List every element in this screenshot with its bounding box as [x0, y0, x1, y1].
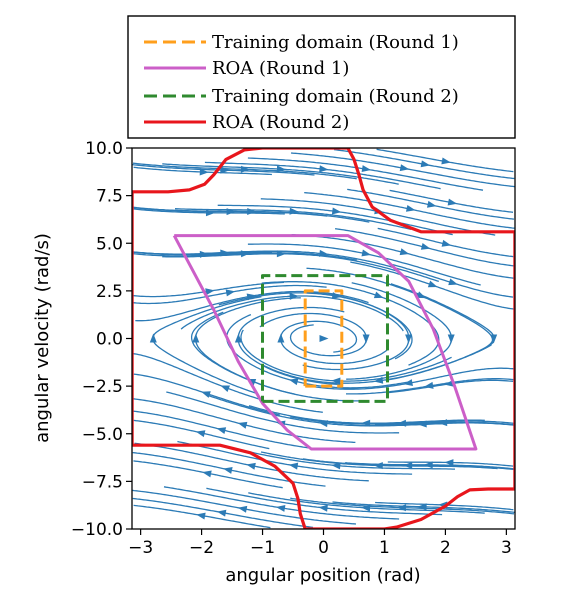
streamline-arrow	[247, 207, 257, 215]
streamline-arrow	[220, 385, 230, 392]
streamline-arrow	[448, 278, 458, 286]
streamline-arrow	[246, 462, 256, 470]
streamline	[162, 253, 399, 272]
streamline-arrow	[361, 165, 372, 173]
streamline-arrow	[319, 165, 329, 173]
legend-label-training-round2: Training domain (Round 2)	[212, 86, 459, 107]
x-tick-label: −2	[189, 538, 214, 558]
legend-label-roa-round2: ROA (Round 2)	[212, 112, 349, 133]
streamline-arrow	[205, 209, 215, 217]
x-tick-label: 1	[379, 538, 390, 558]
y-tick-label: −2.5	[82, 377, 123, 397]
streamline-arrow	[399, 164, 410, 172]
streamline-arrow	[234, 333, 242, 343]
streamline-arrow	[444, 459, 454, 467]
streamline-arrow	[423, 461, 433, 469]
y-tick-label: 0.0	[96, 330, 123, 350]
streamline-arrow	[403, 461, 413, 469]
y-tick-label: −5.0	[82, 425, 123, 445]
x-axis-label: angular position (rad)	[225, 565, 420, 586]
streamline-arrow	[276, 165, 286, 173]
streamline-arrow	[447, 334, 455, 344]
streamline-arrow	[288, 462, 299, 470]
streamline-arrow	[447, 198, 458, 206]
streamline-arrow	[149, 333, 157, 343]
series-3-line	[261, 274, 389, 403]
streamline	[280, 320, 388, 365]
streamline-arrow	[417, 503, 427, 511]
series-2-line	[172, 234, 478, 451]
x-tick-label: 2	[440, 538, 451, 558]
streamline-arrow	[237, 421, 248, 429]
streamline-arrow	[441, 157, 451, 165]
y-tick-label: 5.0	[96, 234, 123, 254]
streamline-arrow	[277, 333, 285, 343]
streamline-arrow	[205, 288, 215, 296]
streamline-arrow	[426, 200, 437, 208]
streamline-arrow	[405, 334, 413, 344]
streamlines	[132, 148, 515, 529]
streamline-arrow	[237, 505, 248, 513]
y-tick-label: 2.5	[96, 282, 123, 302]
streamline-arrow	[288, 378, 299, 386]
streamline-arrow	[373, 376, 384, 384]
streamline-arrow	[225, 289, 236, 297]
streamline-arrow	[289, 207, 299, 215]
streamline	[226, 313, 412, 389]
y-tick-label: −10.0	[71, 520, 123, 540]
streamline-arrow	[427, 280, 438, 288]
y-tick-label: −7.5	[82, 472, 123, 492]
y-axis-label: angular velocity (rad/s)	[32, 233, 53, 443]
streamline-arrow	[223, 466, 233, 474]
streamline	[240, 329, 452, 382]
streamline-arrow	[373, 291, 384, 299]
streamline-arrow	[420, 243, 431, 250]
streamline-arrow	[331, 462, 341, 470]
streamline-arrow	[199, 168, 209, 176]
y-axis: −10.0 −7.5 −5.0 −2.5 0.0 2.5 5.0 7.5 10.0	[71, 139, 132, 540]
streamline-arrow	[318, 504, 328, 512]
streamline-arrow	[275, 504, 286, 512]
streamline-arrow	[361, 249, 371, 257]
series-1-line	[303, 289, 344, 388]
streamline-arrow	[362, 334, 370, 344]
streamline-arrow	[196, 512, 206, 520]
legend-label-roa-round1: ROA (Round 1)	[212, 58, 349, 79]
streamline-arrow	[420, 160, 431, 168]
streamline-arrow	[405, 204, 416, 212]
streamline	[237, 306, 345, 386]
streamline-arrow	[216, 509, 227, 517]
streamline-arrow	[441, 239, 452, 247]
streamline-arrow	[192, 333, 200, 343]
streamline	[302, 291, 410, 371]
streamline-arrow	[361, 419, 371, 427]
legend-frame	[127, 15, 516, 139]
y-tick-label: 10.0	[85, 139, 123, 159]
streamline-arrow	[195, 430, 206, 438]
streamline	[259, 312, 367, 357]
x-tick-label: −1	[250, 538, 275, 558]
streamline-arrow	[438, 419, 448, 427]
streamline-arrow	[490, 334, 498, 344]
y-tick-label: 7.5	[96, 187, 123, 207]
streamline-arrow	[289, 292, 299, 300]
streamline	[248, 405, 485, 424]
streamline-arrow	[216, 427, 227, 434]
streamline-arrow	[331, 207, 342, 215]
streamline-arrow	[202, 470, 212, 478]
streamline-arrow	[399, 248, 410, 256]
streamline-arrow	[319, 335, 329, 342]
x-tick-label: −3	[128, 538, 153, 558]
streamline-arrow	[403, 379, 413, 387]
streamline	[306, 267, 494, 358]
x-tick-label: 0	[318, 538, 329, 558]
streamline-arrow	[319, 249, 329, 257]
x-axis: −3 −2 −1 0 1 2 3	[128, 529, 512, 558]
x-tick-label: 3	[501, 538, 512, 558]
legend: Training domain (Round 1) ROA (Round 1) …	[127, 15, 516, 139]
legend-label-training-round1: Training domain (Round 1)	[212, 32, 459, 53]
streamline-arrow	[276, 250, 286, 258]
